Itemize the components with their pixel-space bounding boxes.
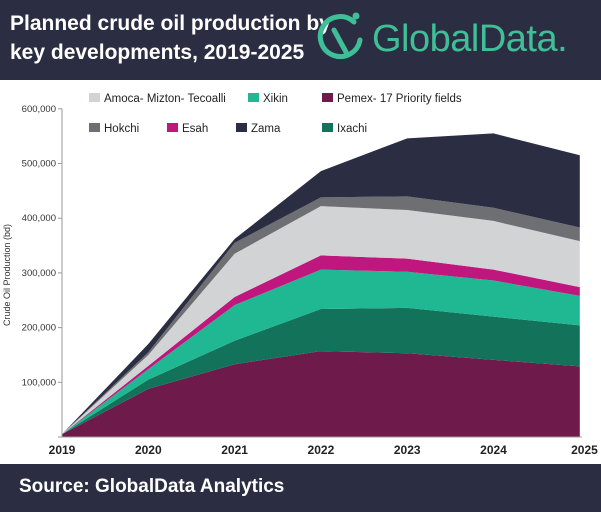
y-tick-label: 600,000 — [22, 104, 56, 115]
area-series-5 — [62, 196, 580, 435]
logo-text: GlobalData. — [372, 18, 568, 60]
y-tick-label: 100,000 — [22, 377, 56, 388]
legend-swatch — [322, 123, 333, 132]
area-series-1 — [62, 307, 580, 435]
legend-label: Pemex- 17 Priority fields — [337, 93, 462, 105]
title-line-1: Planned crude oil production by — [10, 12, 331, 35]
y-axis-label: Crude Oil Production (bd) — [2, 224, 12, 326]
legend-swatch — [89, 123, 100, 132]
header-bar: Planned crude oil production by key deve… — [0, 0, 601, 80]
x-tick-label: 2024 — [480, 443, 507, 457]
legend-label: Xikin — [263, 93, 288, 105]
legend: Amoca- Mizton- Tecoalli Xikin Pemex- 17 Pr… — [89, 93, 462, 135]
footer-bar: Source: GlobalData Analytics — [0, 464, 601, 512]
legend-swatch — [322, 93, 333, 102]
x-tick-label: 2020 — [135, 443, 162, 457]
legend-label: Zama — [251, 123, 281, 135]
area-series-4 — [62, 206, 580, 435]
legend-label: Esah — [182, 123, 208, 135]
legend-swatch — [236, 123, 247, 132]
legend-label: Hokchi — [104, 123, 139, 135]
x-tick-label: 2021 — [221, 443, 248, 457]
chart-areas — [62, 133, 580, 437]
title-line-2: key developments, 2019-2025 — [10, 41, 305, 64]
logo-mark-icon — [317, 12, 363, 60]
globaldata-logo: GlobalData. — [312, 8, 597, 68]
area-series-2 — [62, 269, 580, 435]
y-axis: 100,000 200,000 300,000 400,000 500,000 600,0… — [22, 104, 63, 437]
x-tick-label: 2025 — [571, 443, 598, 457]
x-tick-label: 2023 — [394, 443, 421, 457]
legend-swatch — [89, 93, 100, 102]
y-tick-label: 300,000 — [22, 268, 56, 279]
area-series-6 — [62, 133, 580, 435]
y-tick-label: 500,000 — [22, 159, 56, 170]
area-chart: 100,000 200,000 300,000 400,000 500,000 600,0… — [2, 93, 598, 457]
area-series-0 — [62, 351, 580, 437]
legend-swatch — [167, 123, 178, 132]
x-tick-label: 2019 — [49, 443, 76, 457]
x-tick-label: 2022 — [308, 443, 335, 457]
legend-label: Amoca- Mizton- Tecoalli — [104, 93, 226, 105]
legend-swatch — [248, 93, 259, 102]
y-tick-label: 200,000 — [22, 323, 56, 334]
source-text: Source: GlobalData Analytics — [19, 476, 285, 497]
y-tick-label: 400,000 — [22, 213, 56, 224]
chart-title: Planned crude oil production by key deve… — [10, 9, 340, 67]
legend-label: Ixachi — [337, 123, 367, 135]
x-axis: 2019 2020 2021 2022 2023 2024 2025 — [49, 436, 598, 457]
